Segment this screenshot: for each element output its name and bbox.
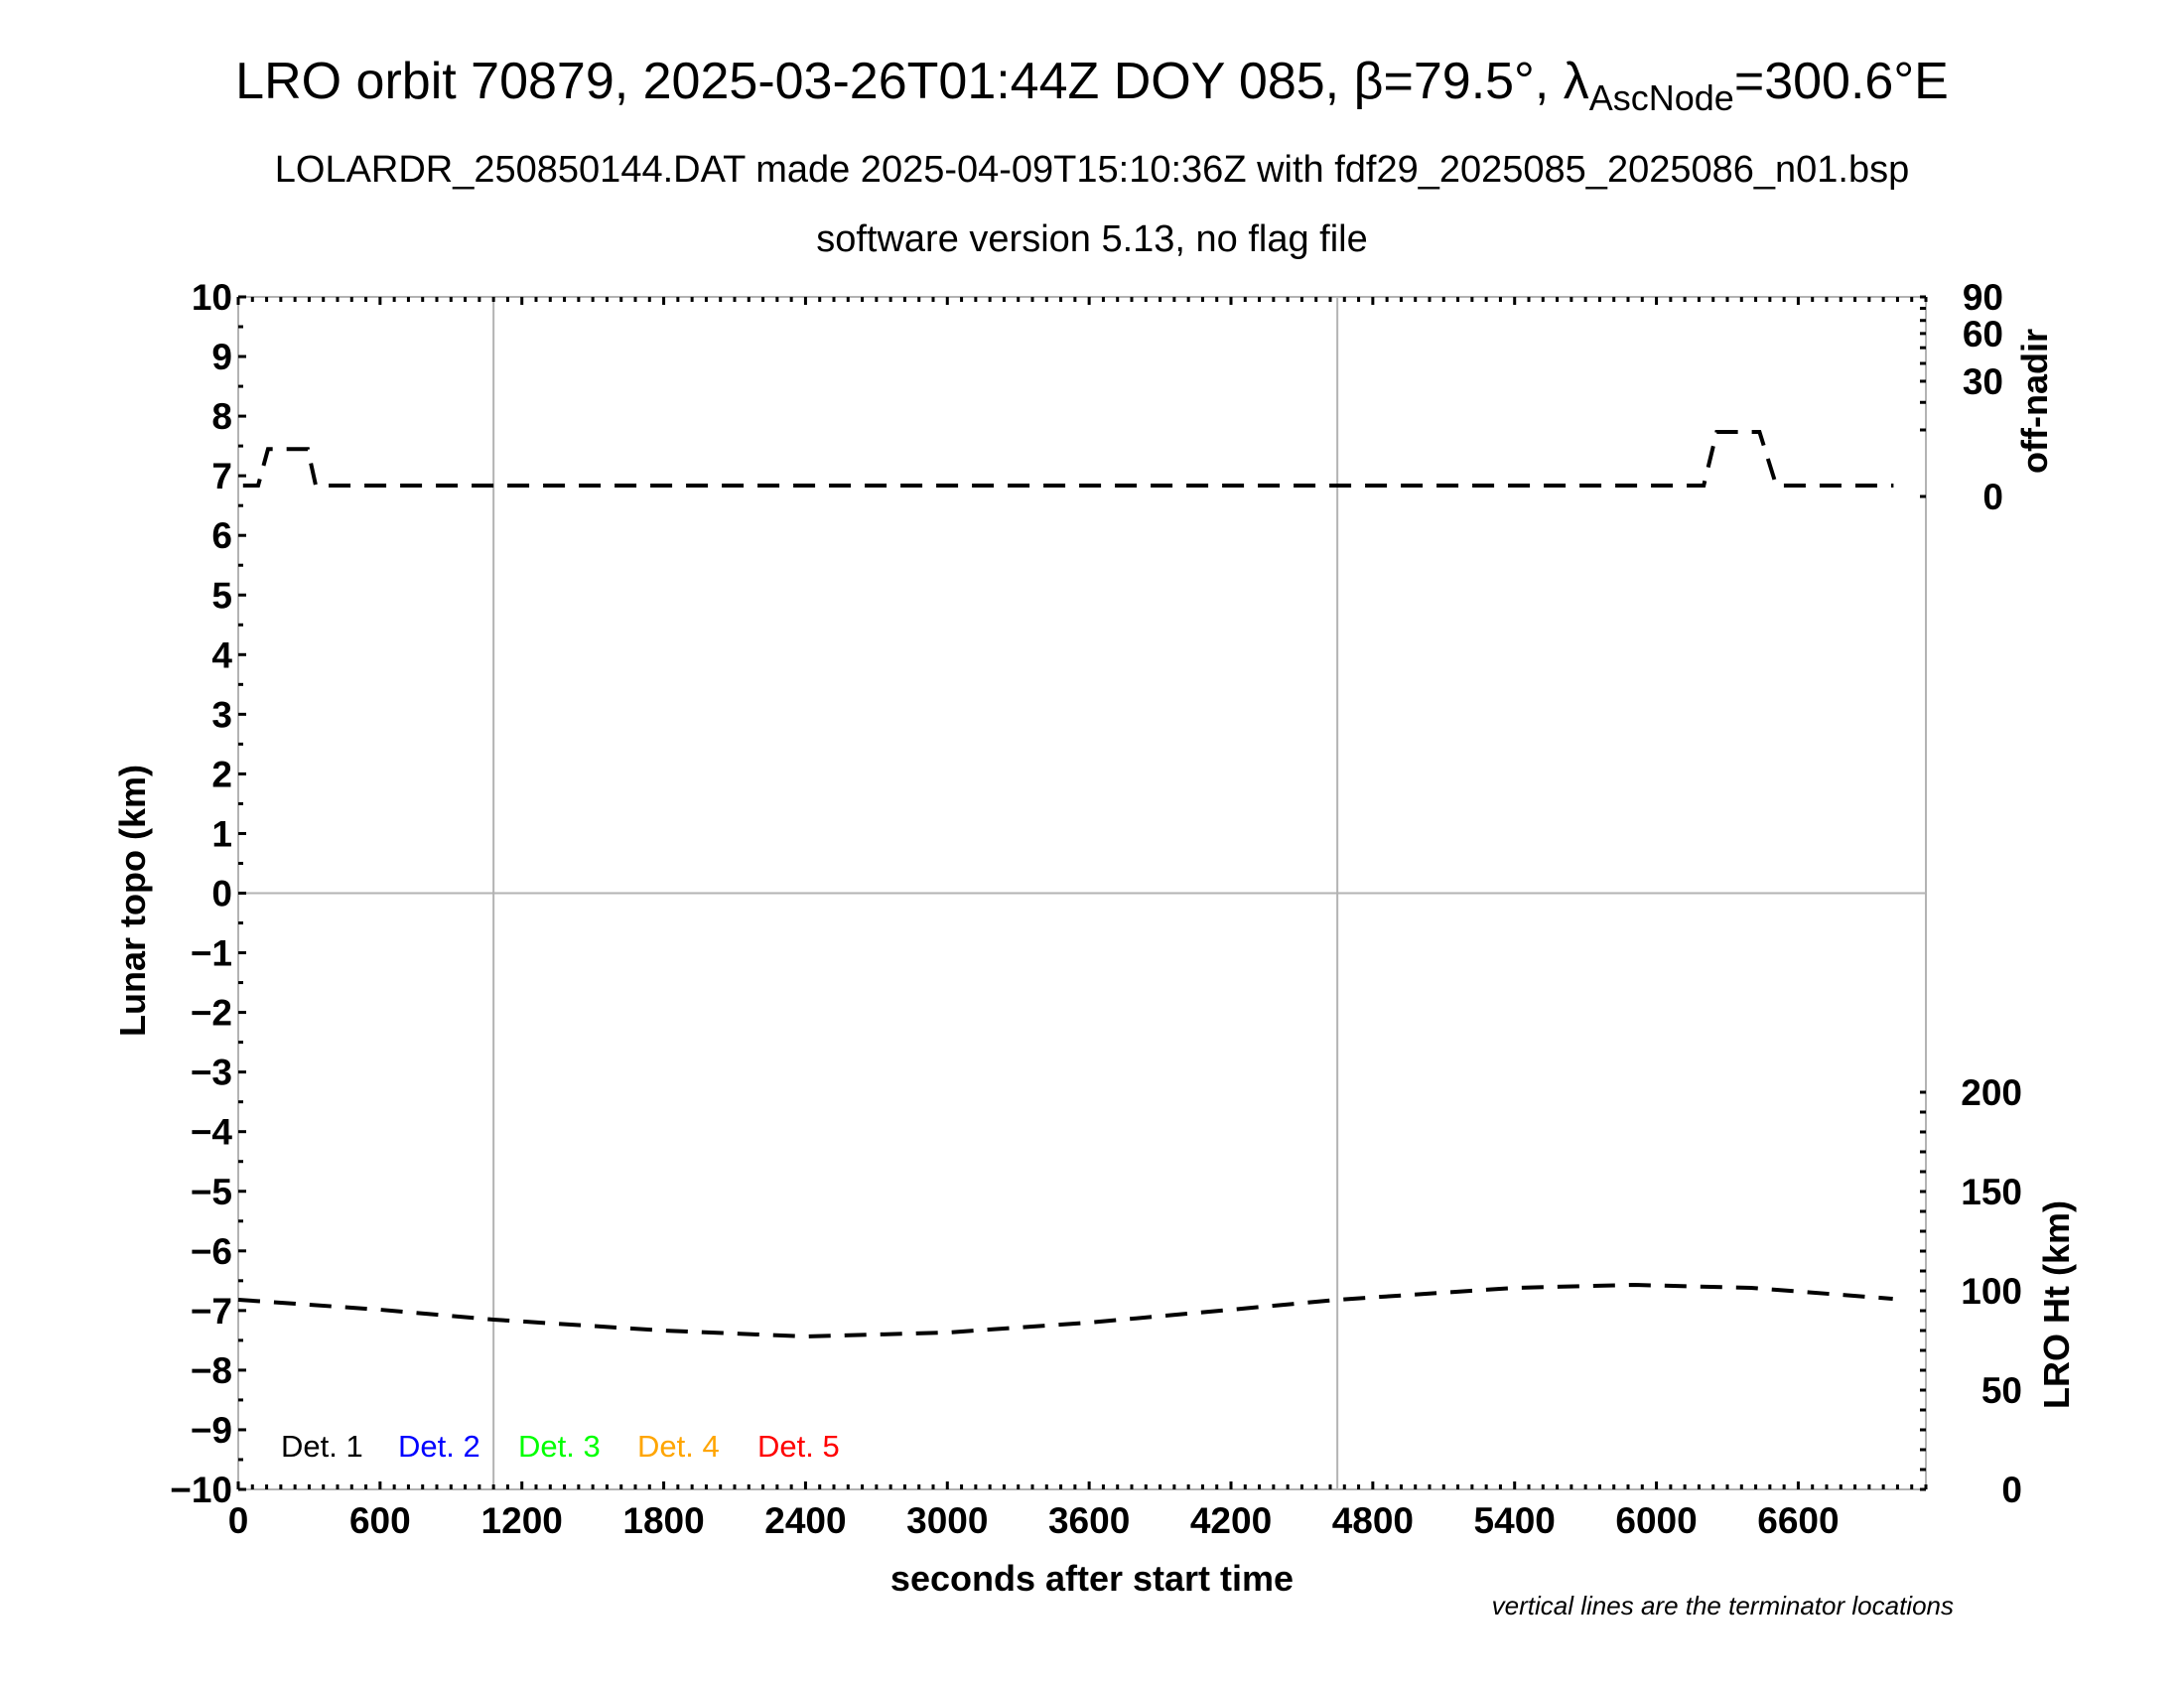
y-tick-label: −6 [191, 1231, 232, 1272]
x-tick-label: 4800 [1332, 1500, 1414, 1541]
x-tick-label: 1200 [481, 1500, 563, 1541]
x-tick-label: 2400 [764, 1500, 846, 1541]
height-tick-label: 200 [1961, 1072, 2022, 1113]
offnadir-line [242, 430, 1894, 488]
tick-labels: 0 600 1200 1800 2400 3000 3600 4200 4800 5400 6000… [170, 277, 2022, 1541]
y-tick-label: 6 [211, 515, 232, 556]
title-end: =300.6°E [1733, 53, 1949, 110]
title-subscript: AscNode [1588, 77, 1734, 118]
y2-offnadir-label: off-nadir [2014, 329, 2055, 474]
x-tick-label: 5400 [1474, 1500, 1556, 1541]
height-tick-label: 100 [1961, 1271, 2022, 1312]
y-tick-label: −7 [191, 1291, 232, 1332]
legend-item-det-2: Det. 2 [398, 1429, 480, 1464]
y-tick-label: 4 [211, 634, 232, 675]
y-tick-label: 10 [192, 277, 232, 318]
series-lines [237, 430, 1894, 1339]
title-main: LRO orbit 70879, 2025-03-26T01:44Z DOY 0… [235, 53, 1589, 110]
legend: Det. 1 Det. 2 Det. 3 Det. 4 Det. 5 [281, 1429, 840, 1464]
chart-subtitle-software: software version 5.13, no flag file [816, 218, 1368, 260]
x-tick-label: 3600 [1048, 1500, 1130, 1541]
y-tick-label: 3 [211, 694, 232, 735]
offnadir-tick-label: 90 [1963, 277, 2003, 318]
offnadir-tick-label: 0 [1982, 477, 2003, 517]
y-tick-label: −9 [191, 1410, 232, 1451]
x-tick-label: 4200 [1190, 1500, 1272, 1541]
terminator-note: vertical lines are the terminator locati… [1492, 1591, 1954, 1620]
legend-item-det-1: Det. 1 [281, 1429, 363, 1464]
lro-height-line [237, 1282, 1893, 1339]
y-tick-label: 1 [211, 813, 232, 854]
x-tick-label: 1800 [622, 1500, 704, 1541]
x-tick-label: 3000 [906, 1500, 988, 1541]
offnadir-tick-label: 30 [1963, 361, 2003, 402]
x-tick-label: 6600 [1757, 1500, 1839, 1541]
y-tick-label: 7 [211, 456, 232, 496]
legend-item-det-4: Det. 4 [637, 1429, 720, 1464]
x-tick-label: 0 [228, 1500, 249, 1541]
chart-title: LRO orbit 70879, 2025-03-26T01:44Z DOY 0… [0, 52, 2184, 119]
height-tick-label: 50 [1981, 1370, 2022, 1411]
offnadir-tick-label: 60 [1963, 314, 2003, 354]
y-tick-label: 9 [211, 337, 232, 377]
chart-subtitle: LOLARDR_250850144.DAT made 2025-04-09T15… [274, 149, 1910, 191]
y-tick-label: −2 [191, 993, 232, 1034]
x-tick-label: 600 [349, 1500, 411, 1541]
legend-item-det-5: Det. 5 [757, 1429, 840, 1464]
legend-item-det-3: Det. 3 [518, 1429, 601, 1464]
y2-height-label: LRO Ht (km) [2036, 1200, 2077, 1409]
x-tick-label: 6000 [1615, 1500, 1697, 1541]
y-axis-label: Lunar topo (km) [112, 765, 153, 1037]
y-tick-label: 5 [211, 575, 232, 616]
y-tick-label: −5 [191, 1172, 232, 1212]
y-tick-label: −8 [191, 1350, 232, 1391]
y-tick-label: −4 [191, 1112, 233, 1153]
height-tick-label: 150 [1961, 1172, 2022, 1212]
x-axis-label: seconds after start time [890, 1558, 1294, 1599]
tick-marks [236, 295, 1928, 1491]
y-tick-label: −1 [191, 933, 232, 974]
y-tick-label: −3 [191, 1053, 232, 1093]
reference-lines [238, 297, 1926, 1489]
height-tick-label: 0 [2001, 1470, 2022, 1510]
y-tick-label: −10 [170, 1470, 232, 1510]
y-tick-label: 2 [211, 754, 232, 794]
y-tick-label: 0 [211, 874, 232, 914]
y-tick-label: 8 [211, 396, 232, 437]
